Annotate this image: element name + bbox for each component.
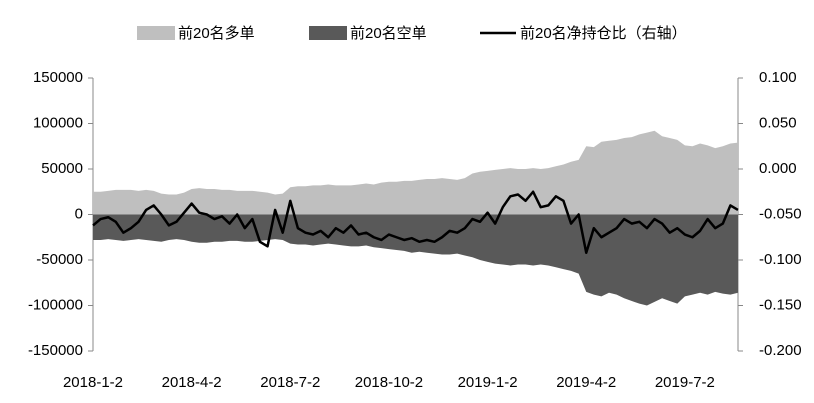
x-tick-label: 2019-1-2 bbox=[458, 374, 518, 391]
x-tick-label: 2018-4-2 bbox=[162, 374, 222, 391]
y2-tick-label: -0.050 bbox=[759, 205, 802, 222]
y2-tick-label: 0.000 bbox=[759, 160, 797, 177]
y2-tick-label: 0.100 bbox=[759, 69, 797, 86]
legend-label: 前20名净持仓比（右轴） bbox=[520, 25, 687, 42]
x-tick-label: 2018-10-2 bbox=[355, 374, 423, 391]
legend-label: 前20名空单 bbox=[350, 25, 427, 42]
x-tick-label: 2019-4-2 bbox=[556, 374, 616, 391]
x-tick-label: 2018-1-2 bbox=[63, 374, 123, 391]
line bbox=[92, 190, 739, 254]
y2-tick-label: 0.050 bbox=[759, 114, 797, 131]
legend-label: 前20名多单 bbox=[178, 25, 255, 42]
area bbox=[93, 214, 738, 306]
y-tick-label: 50000 bbox=[41, 160, 83, 177]
legend-swatch bbox=[309, 26, 347, 40]
y-tick-label: 150000 bbox=[33, 69, 83, 86]
y-tick-label: -100000 bbox=[28, 296, 83, 313]
y-tick-label: -150000 bbox=[28, 342, 83, 359]
y-tick-label: 100000 bbox=[33, 114, 83, 131]
y-tick-label: 0 bbox=[75, 205, 83, 222]
x-tick-label: 2019-7-2 bbox=[655, 374, 715, 391]
y-tick-label: -50000 bbox=[36, 251, 83, 268]
x-tick-label: 2018-7-2 bbox=[260, 374, 320, 391]
legend-swatch bbox=[137, 26, 175, 40]
area bbox=[93, 130, 738, 215]
y2-tick-label: -0.100 bbox=[759, 251, 802, 268]
y2-tick-label: -0.200 bbox=[759, 342, 802, 359]
y2-tick-label: -0.150 bbox=[759, 296, 802, 313]
